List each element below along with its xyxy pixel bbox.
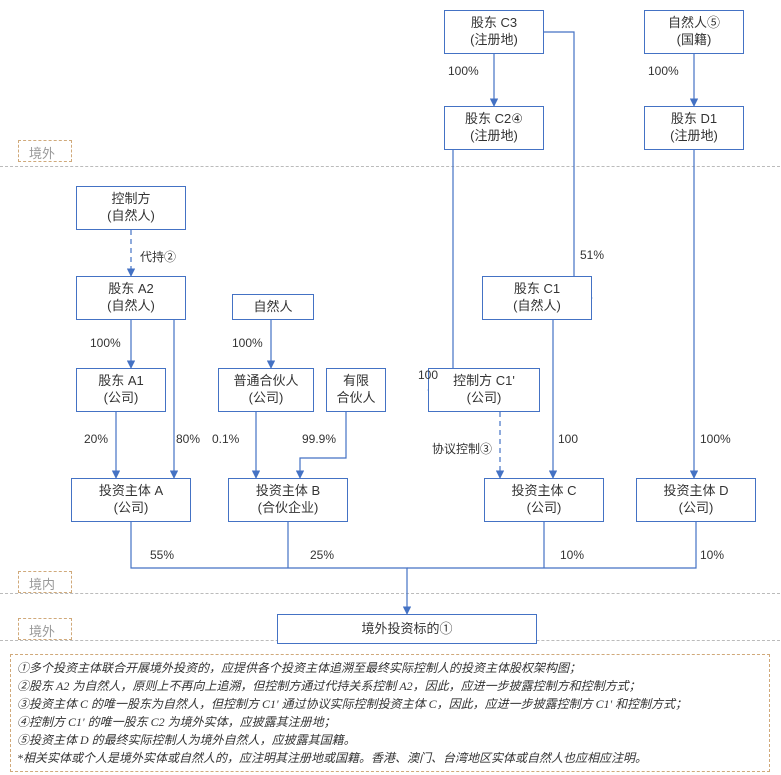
node-a2-title: 股东 A2 <box>108 281 154 298</box>
edge-label-5: 100 <box>418 368 438 382</box>
footnote-line-1: ①多个投资主体联合开展境外投资的，应提供各个投资主体追溯至最终实际控制人的投资主… <box>17 659 763 677</box>
edge-label-7: 100 <box>558 432 578 446</box>
node-c1: 股东 C1(自然人) <box>482 276 592 320</box>
node-invA-title: 投资主体 A <box>99 483 163 500</box>
node-c1p-title: 控制方 C1' <box>453 373 515 390</box>
edge-17 <box>407 522 696 568</box>
node-gp-subtitle: (公司) <box>249 390 284 407</box>
node-nat-b: 自然人 <box>232 294 314 320</box>
edge-label-0: 100% <box>448 64 479 78</box>
node-a2: 股东 A2(自然人) <box>76 276 186 320</box>
node-c1-subtitle: (自然人) <box>513 298 561 315</box>
node-lp: 有限合伙人 <box>326 368 386 412</box>
edge-label-2: 代持② <box>140 248 176 265</box>
edge-label-14: 55% <box>150 548 174 562</box>
node-gp-title: 普通合伙人 <box>233 373 298 390</box>
node-target-title: 境外投资标的① <box>361 621 452 638</box>
edge-label-8: 100% <box>700 432 731 446</box>
node-natural5-title: 自然人⑤ <box>668 15 720 32</box>
node-invB-title: 投资主体 B <box>256 483 320 500</box>
footnote-line-3: ③投资主体 C 的唯一股东为自然人，但控制方 C1' 通过协议实际控制投资主体 … <box>17 695 763 713</box>
node-c1p: 控制方 C1'(公司) <box>428 368 540 412</box>
node-target: 境外投资标的① <box>277 614 537 644</box>
node-invD-subtitle: (公司) <box>679 500 714 517</box>
node-a1: 股东 A1(公司) <box>76 368 166 412</box>
edge-label-3: 100% <box>90 336 121 350</box>
edge-label-16: 10% <box>560 548 584 562</box>
diagram-canvas: 股东 C3(注册地)自然人⑤(国籍)股东 C2④(注册地)股东 D1(注册地)控… <box>0 0 781 775</box>
node-c1p-subtitle: (公司) <box>467 390 502 407</box>
node-invD: 投资主体 D(公司) <box>636 478 756 522</box>
edge-14 <box>131 522 407 614</box>
node-lp-title: 有限 <box>343 373 369 390</box>
edge-label-10: 80% <box>176 432 200 446</box>
footnote-line-4: ④控制方 C1' 的唯一股东 C2 为境外实体，应披露其注册地； <box>17 713 763 731</box>
node-invB-subtitle: (合伙企业) <box>258 500 319 517</box>
node-invC-title: 投资主体 C <box>511 483 576 500</box>
footnote-line-5: ⑤投资主体 D 的最终实际控制人为境外自然人，应披露其国籍。 <box>17 731 763 749</box>
node-ctrl-subtitle: (自然人) <box>107 208 155 225</box>
node-d1-title: 股东 D1 <box>671 111 717 128</box>
footnotes-box: ①多个投资主体联合开展境外投资的，应提供各个投资主体追溯至最终实际控制人的投资主… <box>10 654 770 772</box>
footnote-line-6: *相关实体或个人是境外实体或自然人的，应注明其注册地或国籍。香港、澳门、台湾地区… <box>17 749 763 767</box>
node-invA: 投资主体 A(公司) <box>71 478 191 522</box>
edge-label-15: 25% <box>310 548 334 562</box>
node-a1-title: 股东 A1 <box>98 373 144 390</box>
node-c3-title: 股东 C3 <box>471 15 517 32</box>
node-c3-subtitle: (注册地) <box>470 32 518 49</box>
edge-label-12: 99.9% <box>302 432 336 446</box>
divider-2 <box>0 593 780 594</box>
node-nat-b-title: 自然人 <box>253 299 292 316</box>
node-invD-title: 投资主体 D <box>663 483 728 500</box>
node-c2: 股东 C2④(注册地) <box>444 106 544 150</box>
region-overseas-top: 境外 <box>18 140 72 162</box>
region-overseas-bot: 境外 <box>18 618 72 640</box>
node-invC-subtitle: (公司) <box>527 500 562 517</box>
edge-label-17: 10% <box>700 548 724 562</box>
node-c3: 股东 C3(注册地) <box>444 10 544 54</box>
edge-label-9: 20% <box>84 432 108 446</box>
node-gp: 普通合伙人(公司) <box>218 368 314 412</box>
node-ctrl-title: 控制方 <box>111 191 150 208</box>
node-invA-subtitle: (公司) <box>114 500 149 517</box>
node-lp-subtitle: 合伙人 <box>336 390 375 407</box>
region-domestic: 境内 <box>18 571 72 593</box>
edge-label-6: 51% <box>580 248 604 262</box>
node-invC: 投资主体 C(公司) <box>484 478 604 522</box>
divider-1 <box>0 166 780 167</box>
edge-label-4: 100% <box>232 336 263 350</box>
footnote-line-2: ②股东 A2 为自然人，原则上不再向上追溯，但控制方通过代持关系控制 A2，因此… <box>17 677 763 695</box>
node-c1-title: 股东 C1 <box>514 281 560 298</box>
node-natural5-subtitle: (国籍) <box>677 32 712 49</box>
node-invB: 投资主体 B(合伙企业) <box>228 478 348 522</box>
node-a2-subtitle: (自然人) <box>107 298 155 315</box>
node-ctrl: 控制方(自然人) <box>76 186 186 230</box>
edge-5 <box>428 150 453 390</box>
node-d1-subtitle: (注册地) <box>670 128 718 145</box>
edge-label-11: 0.1% <box>212 432 239 446</box>
node-a1-subtitle: (公司) <box>104 390 139 407</box>
edge-label-13: 协议控制③ <box>432 440 492 457</box>
node-c2-subtitle: (注册地) <box>470 128 518 145</box>
node-c2-title: 股东 C2④ <box>465 111 523 128</box>
node-d1: 股东 D1(注册地) <box>644 106 744 150</box>
edge-label-1: 100% <box>648 64 679 78</box>
node-natural5: 自然人⑤(国籍) <box>644 10 744 54</box>
